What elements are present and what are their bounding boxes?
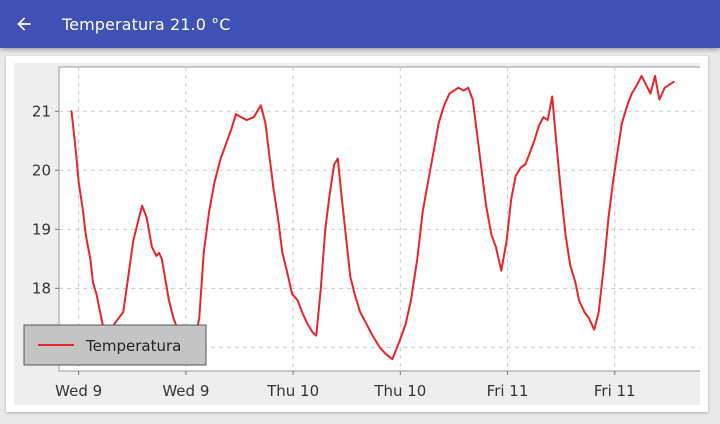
y-tick-label: 18 [32, 279, 51, 297]
y-tick-label: 21 [32, 102, 51, 120]
x-tick-label: Fri 11 [487, 382, 529, 400]
x-tick-label: Wed 9 [162, 382, 209, 400]
arrow-back-icon [17, 17, 31, 31]
x-tick-label: Thu 10 [266, 382, 319, 400]
page-title: Temperatura 21.0 °C [62, 14, 231, 34]
x-tick-label: Fri 11 [594, 382, 636, 400]
y-tick-label: 19 [32, 220, 51, 238]
legend-label: Temperatura [85, 337, 181, 355]
back-button[interactable] [2, 0, 46, 48]
x-tick-label: Thu 10 [373, 382, 426, 400]
plot-area [58, 66, 700, 372]
x-tick-label: Wed 9 [55, 382, 102, 400]
app-bar: Temperatura 21.0 °C [0, 0, 720, 48]
series-line-temperatura [70, 74, 675, 364]
y-tick-label: 20 [32, 161, 51, 179]
